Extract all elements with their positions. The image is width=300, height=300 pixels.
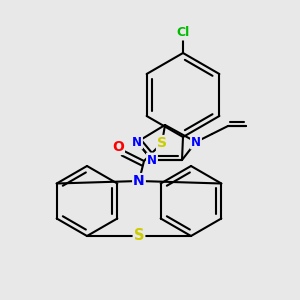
Text: N: N [132, 136, 142, 148]
Text: N: N [133, 174, 145, 188]
Text: S: S [134, 229, 144, 244]
Text: N: N [147, 154, 157, 166]
Text: O: O [112, 140, 124, 154]
Text: N: N [191, 136, 201, 148]
Text: S: S [157, 136, 167, 150]
Text: Cl: Cl [176, 26, 190, 40]
